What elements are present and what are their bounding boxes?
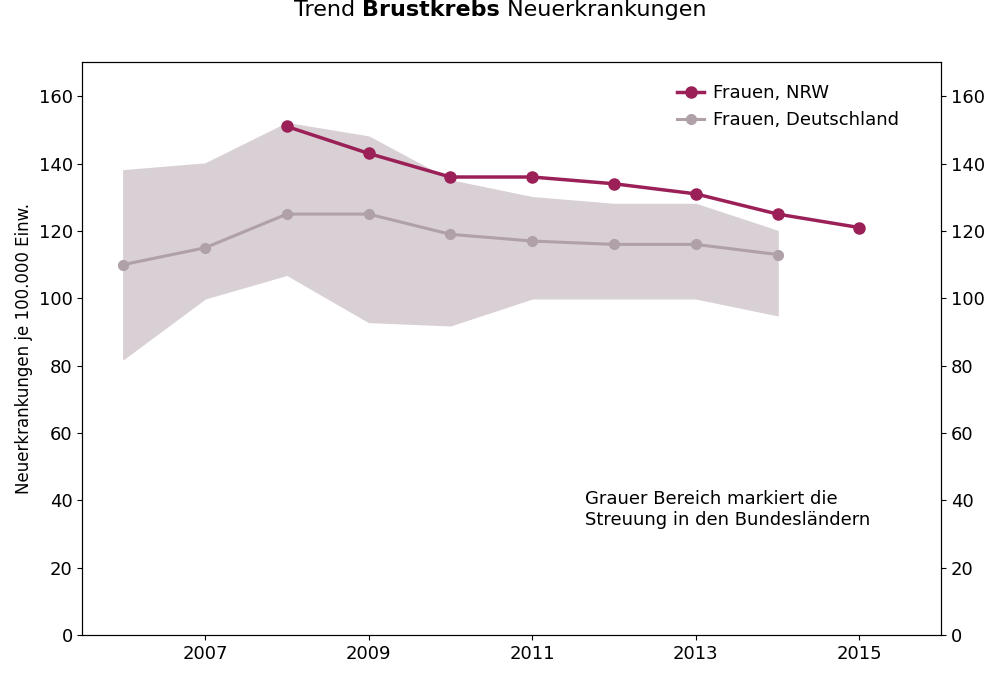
Text: Trend: Trend bbox=[294, 1, 362, 20]
Y-axis label: Neuerkrankungen je 100.000 Einw.: Neuerkrankungen je 100.000 Einw. bbox=[15, 203, 33, 494]
Text: Brustkrebs: Brustkrebs bbox=[362, 1, 500, 20]
Legend: Frauen, NRW, Frauen, Deutschland: Frauen, NRW, Frauen, Deutschland bbox=[670, 77, 906, 137]
Text: Grauer Bereich markiert die
Streuung in den Bundesländern: Grauer Bereich markiert die Streuung in … bbox=[585, 490, 870, 529]
Text: Neuerkrankungen: Neuerkrankungen bbox=[500, 1, 706, 20]
